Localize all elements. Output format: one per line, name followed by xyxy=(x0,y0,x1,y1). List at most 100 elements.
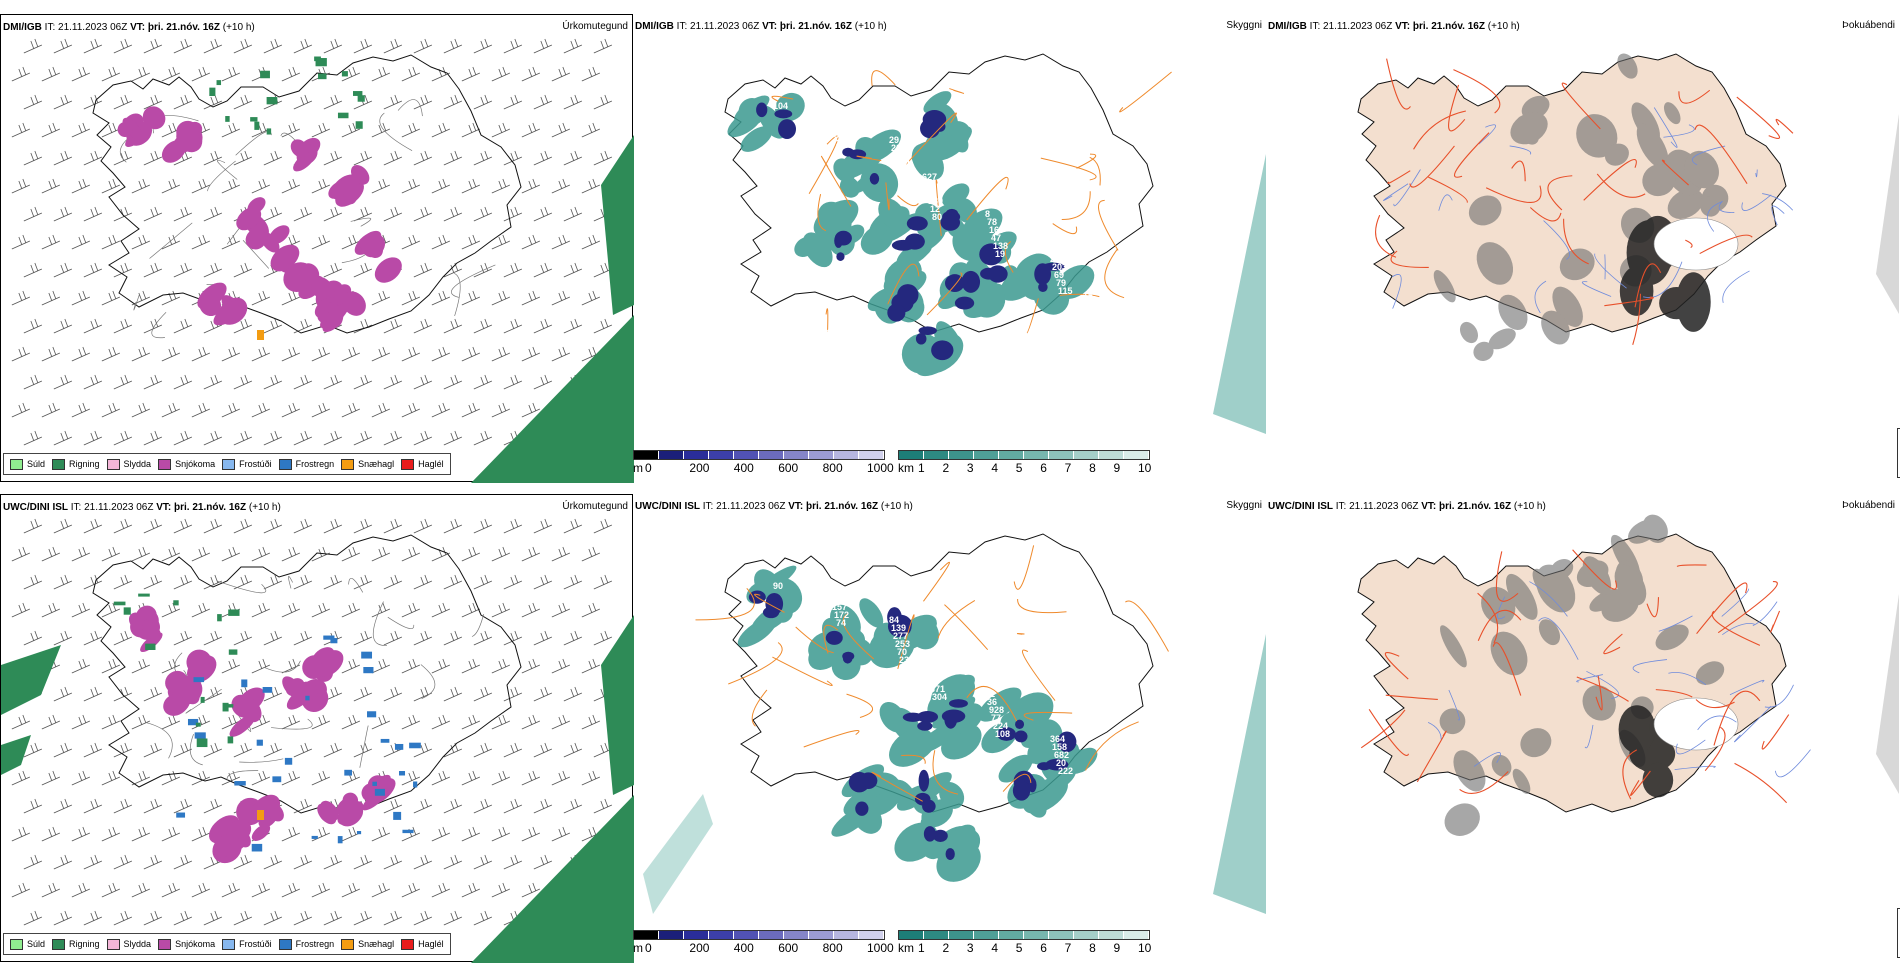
visibility-colorbar: km 1 2 3 4 5 6 7 8 9 10 xyxy=(898,450,1168,480)
colorbar-tick: 10 xyxy=(1138,941,1152,955)
colorbar-cell xyxy=(924,451,949,459)
colorbar-cell xyxy=(1124,451,1149,459)
colorbar-tick: 1 xyxy=(918,941,925,955)
legend-swatch xyxy=(278,458,292,470)
iceland-outline xyxy=(724,53,1154,333)
cloud-value-label: 20 xyxy=(1056,758,1066,768)
colorbar-unit: m xyxy=(633,461,643,475)
rain-area xyxy=(601,135,634,315)
colorbar-cell xyxy=(949,451,974,459)
colorbar-tick: 400 xyxy=(733,941,754,955)
colorbar-unit: km xyxy=(898,941,914,955)
colorbar-tick: 8 xyxy=(1089,461,1096,475)
cloud-value-label: 169 xyxy=(989,225,1004,235)
lead-time: (+10 h) xyxy=(880,501,913,512)
colorbar-cell xyxy=(899,931,924,939)
legend-swatch xyxy=(158,458,172,470)
cloud-value-label: 50 xyxy=(834,130,844,140)
panel-title: Skyggni xyxy=(1226,500,1262,511)
colorbar-cell xyxy=(859,451,884,459)
vt-value: þri. 21.nóv. 16Z xyxy=(1439,501,1512,512)
vt-label: VT: xyxy=(788,501,804,512)
cloud-value-label: 364 xyxy=(1050,734,1065,744)
wind-barbs xyxy=(11,38,613,446)
colorbar-tick: 5 xyxy=(1015,941,1023,955)
colorbar-cell xyxy=(734,451,759,459)
cloud-value-label: 76 xyxy=(926,188,936,198)
colorbar-cell xyxy=(999,931,1024,939)
cloud-value-label: 137 xyxy=(897,167,912,177)
colorbar-cell xyxy=(1049,451,1074,459)
rivers xyxy=(1427,581,1811,778)
colorbar-cell xyxy=(949,931,974,939)
it-value: 21.11.2023 06Z xyxy=(84,502,154,513)
cloud-base-map: 104 362 155 80 19 115 67 50 137 12 138 79 20 55 424 180… xyxy=(724,53,1266,434)
cloud-value-label: 36 xyxy=(987,697,997,707)
cloud-value-label: 77 xyxy=(991,713,1001,723)
cloud-value-label: 20 xyxy=(1089,315,1099,325)
cloud-value-label: 70 xyxy=(897,647,907,657)
cloud-value-label: 82 xyxy=(928,676,938,686)
cloud-base-map: 90 74 238 304 108 222 133 172 70 671 224 20 278 157 25… xyxy=(643,533,1266,914)
freezing-rain-areas xyxy=(176,635,421,852)
legend-label: Rigning xyxy=(69,459,100,469)
cloud-base-colorbar: m 0 200 400 600 800 1000 xyxy=(633,450,903,480)
rain-area xyxy=(471,315,634,483)
it-label: IT: xyxy=(70,502,82,513)
cloud-value-label: 70 xyxy=(926,668,936,678)
visibility-colorbar: km 1 2 3 4 5 6 7 8 9 10 xyxy=(898,930,1168,960)
model-name: UWC/DINI ISL xyxy=(1268,501,1333,512)
it-label: IT: xyxy=(676,21,688,32)
colorbar-tick: 600 xyxy=(778,461,799,475)
panel-header: DMI/IGB IT: 21.11.2023 06Z VT: þri. 21.n… xyxy=(1268,21,1520,32)
it-label: IT: xyxy=(44,22,56,33)
precip-legend: Súld Rigning Slydda Snjókoma Frostúði Frostre… xyxy=(3,453,451,475)
cloud-value-label: 139 xyxy=(891,623,906,633)
cloud-value-label: 104 xyxy=(773,101,788,111)
fog-areas xyxy=(1439,514,1725,836)
legend-swatch xyxy=(401,458,415,470)
fog-indicator-panel: 060 DMI/IGB IT: 21.11.2023 06Z VT: þri. 2… xyxy=(1266,14,1900,482)
colorbar-cell xyxy=(1049,931,1074,939)
colorbar-cell xyxy=(834,931,859,939)
panel-header: DMI/IGB IT: 21.11.2023 06Z VT: þri. 21.n… xyxy=(3,22,255,33)
colorbar-cell xyxy=(684,931,709,939)
cloud-value-label: 74 xyxy=(836,618,846,628)
rain-area xyxy=(601,615,634,795)
legend-swatch xyxy=(278,938,292,950)
dense-fog-areas xyxy=(1619,215,1711,332)
colorbar-cell xyxy=(924,931,949,939)
legend-swatch xyxy=(52,938,66,950)
panel-title: Úrkomutegund xyxy=(562,21,628,32)
colorbar-cell xyxy=(759,451,784,459)
colorbar-tick: 2 xyxy=(942,461,950,475)
cloud-value-label: 158 xyxy=(1052,742,1067,752)
cloud-value-label: 146 xyxy=(1085,299,1100,309)
model-name: DMI/IGB xyxy=(3,22,42,33)
roads xyxy=(695,545,1169,802)
panel-header: UWC/DINI ISL IT: 21.11.2023 06Z VT: þri.… xyxy=(635,501,913,512)
colorbar-cell xyxy=(659,931,684,939)
colorbar-tick: 0 xyxy=(645,941,652,955)
colorbar-cell xyxy=(899,451,924,459)
legend-item: Snæhagl xyxy=(341,458,394,470)
sea-fog-area xyxy=(1876,594,1899,794)
legend-label: Frostregn xyxy=(295,459,335,469)
rivers xyxy=(1383,107,1794,314)
colorbar-tick: 4 xyxy=(991,461,999,475)
colorbar-tick: 1000 xyxy=(867,461,894,475)
iceland-outline xyxy=(92,54,522,334)
legend-label: Snjókoma xyxy=(175,939,216,949)
cloud-value-label: 172 xyxy=(834,610,849,620)
colorbar-cell xyxy=(1124,931,1149,939)
colorbar-cell xyxy=(734,931,759,939)
precip-legend: Súld Rigning Slydda Snjókoma Frostúði Frostre… xyxy=(3,933,451,955)
vt-value: þri. 21.nóv. 16Z xyxy=(1412,21,1485,32)
colorbar-cell xyxy=(709,451,734,459)
colorbar-cell xyxy=(1024,451,1049,459)
vt-label: VT: xyxy=(1421,501,1437,512)
colorbar-cell xyxy=(834,451,859,459)
cloud-value-label: 31 xyxy=(985,689,995,699)
legend-label: Súld xyxy=(27,459,46,469)
cloud-base-colorbar: m 0 200 400 600 800 1000 xyxy=(633,930,903,960)
